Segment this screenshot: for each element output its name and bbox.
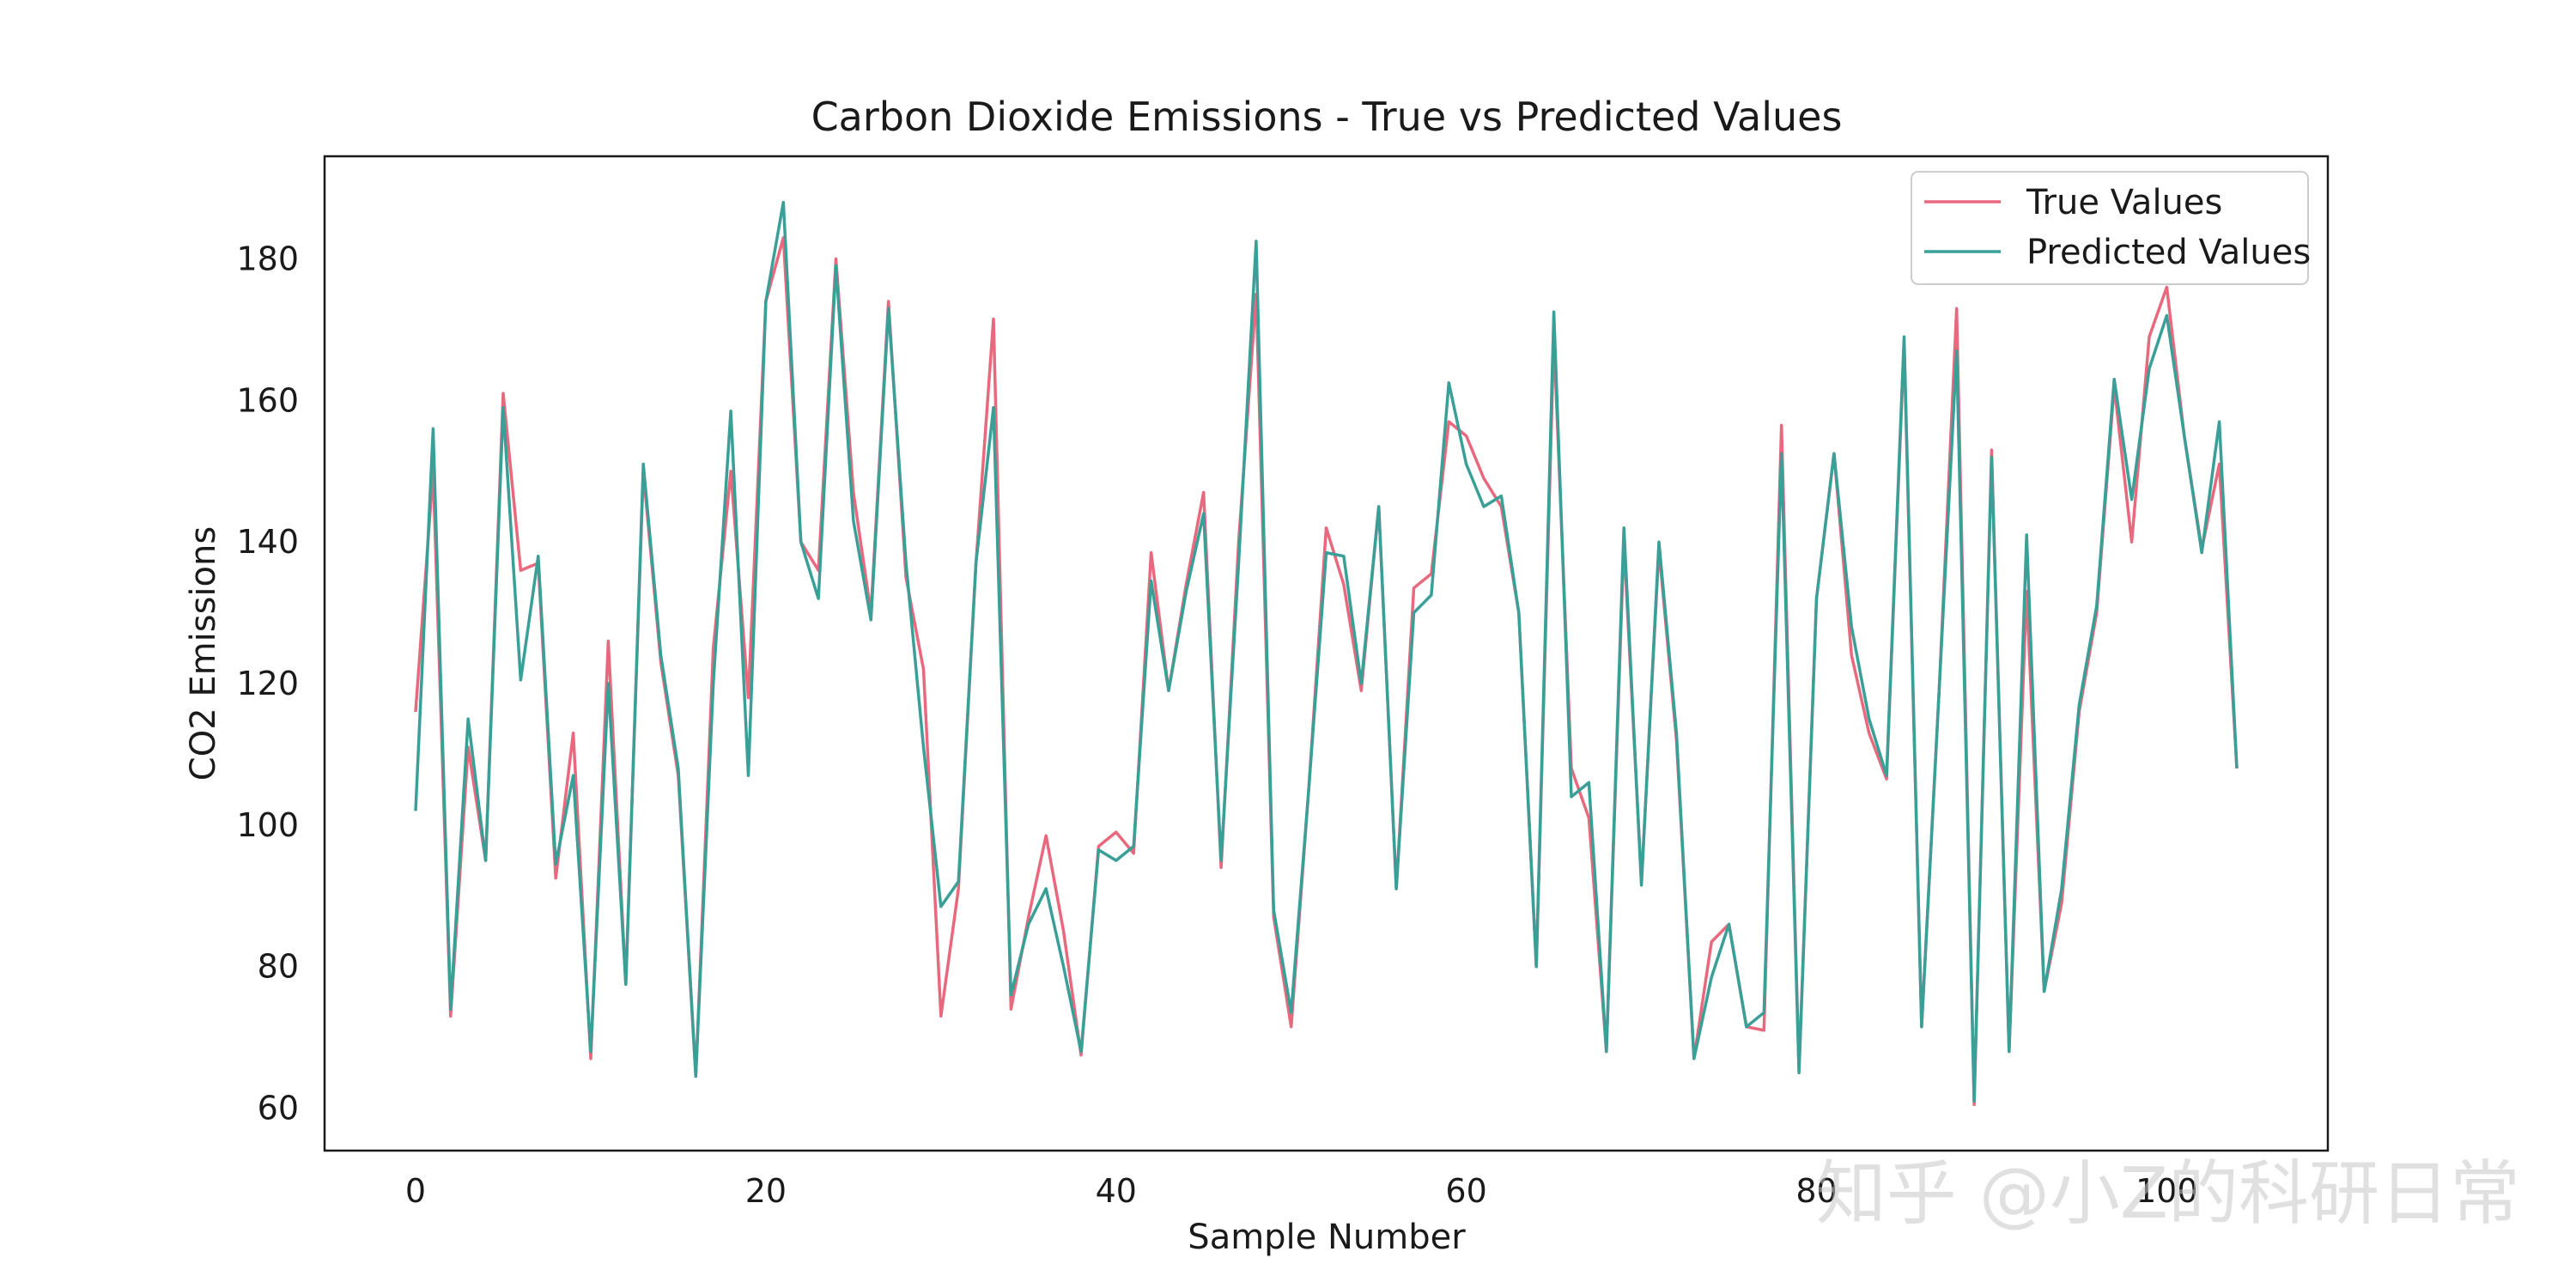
- y-tick-label: 120: [236, 665, 299, 702]
- legend-label-predicted: Predicted Values: [2026, 233, 2311, 272]
- x-tick-label: 100: [2136, 1172, 2198, 1210]
- x-tick-label: 20: [745, 1172, 787, 1210]
- x-axis-ticks: 0 20 40 60 80 100: [405, 1172, 2198, 1210]
- legend: True Values Predicted Values: [1911, 171, 2311, 285]
- legend-label-true: True Values: [2026, 183, 2222, 222]
- series-group: [414, 200, 2239, 1107]
- y-tick-label: 180: [236, 240, 299, 278]
- x-axis-label: Sample Number: [1188, 1218, 1466, 1257]
- y-tick-label: 140: [236, 523, 299, 561]
- series-line-predicted-values: [414, 200, 2239, 1103]
- y-tick-label: 60: [258, 1090, 299, 1127]
- y-axis-ticks: 60 80 100 120 140 160 180: [236, 240, 299, 1127]
- x-tick-label: 40: [1096, 1172, 1137, 1210]
- y-axis-label: CO2 Emissions: [184, 526, 223, 781]
- legend-box: [1911, 171, 2309, 285]
- chart-title: Carbon Dioxide Emissions - True vs Predi…: [811, 94, 1843, 140]
- y-tick-label: 160: [236, 381, 299, 419]
- plot-frame: [323, 155, 2330, 1152]
- x-tick-label: 60: [1445, 1172, 1486, 1210]
- y-tick-label: 100: [236, 806, 299, 844]
- y-tick-label: 80: [258, 948, 299, 986]
- x-tick-label: 80: [1795, 1172, 1837, 1210]
- watermark: 知乎 @小Z的科研日常: [1816, 1153, 2520, 1235]
- x-tick-label: 0: [405, 1172, 426, 1210]
